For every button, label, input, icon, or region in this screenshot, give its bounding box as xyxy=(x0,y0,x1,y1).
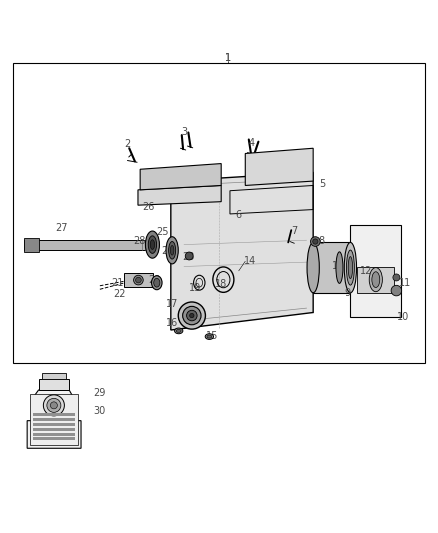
Text: 25: 25 xyxy=(156,228,168,237)
Bar xyxy=(33,437,75,440)
Text: 12: 12 xyxy=(360,266,372,276)
Ellipse shape xyxy=(174,328,183,334)
Bar xyxy=(24,238,39,252)
Text: 24: 24 xyxy=(161,246,173,256)
Text: 22: 22 xyxy=(113,289,125,298)
Circle shape xyxy=(391,285,402,296)
Text: 1: 1 xyxy=(225,53,231,63)
Text: 17: 17 xyxy=(166,299,178,309)
Text: 28: 28 xyxy=(133,236,145,246)
Text: 30: 30 xyxy=(94,406,106,416)
Text: 13: 13 xyxy=(332,261,345,271)
Polygon shape xyxy=(245,148,313,185)
Ellipse shape xyxy=(152,276,162,290)
Ellipse shape xyxy=(148,236,156,253)
Bar xyxy=(33,427,75,431)
Ellipse shape xyxy=(205,334,214,340)
Bar xyxy=(13,63,425,363)
Ellipse shape xyxy=(178,302,205,329)
Circle shape xyxy=(43,395,64,416)
Ellipse shape xyxy=(346,250,354,285)
Bar xyxy=(33,413,75,416)
Ellipse shape xyxy=(136,277,141,283)
Ellipse shape xyxy=(170,246,174,255)
Circle shape xyxy=(311,237,320,246)
Text: 1: 1 xyxy=(225,53,231,62)
Ellipse shape xyxy=(190,313,194,318)
Text: 15: 15 xyxy=(206,330,219,341)
Circle shape xyxy=(47,398,61,413)
Text: 27: 27 xyxy=(55,223,67,233)
Polygon shape xyxy=(171,172,313,330)
Text: 18: 18 xyxy=(215,279,227,289)
Text: 6: 6 xyxy=(236,210,242,220)
Bar xyxy=(313,243,350,293)
Ellipse shape xyxy=(183,306,201,325)
Ellipse shape xyxy=(145,231,159,258)
Text: 8: 8 xyxy=(319,236,325,246)
Ellipse shape xyxy=(336,252,343,284)
Ellipse shape xyxy=(134,275,143,285)
Text: 21: 21 xyxy=(111,278,124,288)
Polygon shape xyxy=(138,185,221,205)
Ellipse shape xyxy=(166,237,178,264)
Circle shape xyxy=(393,274,400,281)
Circle shape xyxy=(185,252,193,260)
Ellipse shape xyxy=(369,268,382,292)
Text: 9: 9 xyxy=(344,288,350,298)
Ellipse shape xyxy=(169,241,176,259)
Text: 16: 16 xyxy=(166,318,178,328)
Bar xyxy=(33,418,75,421)
Text: 3: 3 xyxy=(181,127,187,136)
Bar xyxy=(39,379,69,390)
Ellipse shape xyxy=(307,243,319,293)
Text: 11: 11 xyxy=(399,278,411,288)
Text: 26: 26 xyxy=(143,203,155,212)
Polygon shape xyxy=(27,390,81,448)
Ellipse shape xyxy=(176,329,181,333)
Text: 2: 2 xyxy=(124,139,130,149)
Text: 10: 10 xyxy=(397,312,409,322)
Bar xyxy=(30,393,78,445)
Text: 14: 14 xyxy=(244,256,257,266)
Bar xyxy=(33,423,75,426)
Text: 5: 5 xyxy=(319,179,325,189)
Ellipse shape xyxy=(187,310,197,321)
Bar xyxy=(124,273,153,287)
Ellipse shape xyxy=(344,243,357,293)
Bar xyxy=(350,225,401,317)
Bar xyxy=(42,373,66,379)
Bar xyxy=(24,240,147,250)
Text: 7: 7 xyxy=(291,225,297,236)
Bar xyxy=(357,266,394,293)
Ellipse shape xyxy=(207,335,212,338)
Polygon shape xyxy=(140,164,221,190)
Text: 23: 23 xyxy=(182,252,194,262)
Ellipse shape xyxy=(154,278,160,287)
Circle shape xyxy=(50,402,57,409)
Ellipse shape xyxy=(348,257,353,279)
Ellipse shape xyxy=(372,272,380,287)
Text: 4: 4 xyxy=(249,138,255,148)
Text: 19: 19 xyxy=(189,282,201,293)
Ellipse shape xyxy=(150,240,155,249)
Bar xyxy=(33,432,75,435)
Text: 29: 29 xyxy=(94,387,106,398)
Circle shape xyxy=(313,239,318,244)
Text: 20: 20 xyxy=(148,274,160,285)
